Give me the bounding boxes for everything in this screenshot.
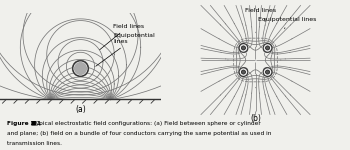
Circle shape: [266, 70, 270, 74]
Text: Equipotential lines: Equipotential lines: [258, 17, 316, 29]
Text: Equipotential
lines: Equipotential lines: [96, 33, 155, 66]
Circle shape: [241, 46, 245, 50]
Text: and plane; (b) field on a bundle of four conductors carrying the same potential : and plane; (b) field on a bundle of four…: [7, 131, 271, 136]
Circle shape: [241, 46, 245, 50]
Circle shape: [264, 45, 271, 51]
Circle shape: [74, 62, 87, 75]
Text: Field lines: Field lines: [100, 24, 144, 50]
Text: Figure 2.1: Figure 2.1: [7, 121, 41, 126]
Circle shape: [266, 46, 270, 50]
Circle shape: [240, 69, 247, 75]
Text: ■: ■: [29, 121, 38, 126]
Circle shape: [266, 70, 270, 74]
Circle shape: [241, 70, 245, 74]
Text: (a): (a): [75, 105, 86, 114]
Circle shape: [73, 61, 88, 76]
Circle shape: [241, 70, 245, 74]
Circle shape: [263, 68, 272, 76]
Circle shape: [240, 45, 247, 51]
Circle shape: [239, 68, 248, 76]
Text: transmission lines.: transmission lines.: [7, 141, 62, 146]
Text: Field lines: Field lines: [245, 9, 276, 20]
Circle shape: [263, 44, 272, 52]
Circle shape: [266, 46, 270, 50]
Circle shape: [239, 44, 248, 52]
Circle shape: [264, 69, 271, 75]
Text: Typical electrostatic field configurations: (a) Field between sphere or cylinder: Typical electrostatic field configuratio…: [33, 121, 261, 126]
Text: (b): (b): [250, 114, 261, 123]
